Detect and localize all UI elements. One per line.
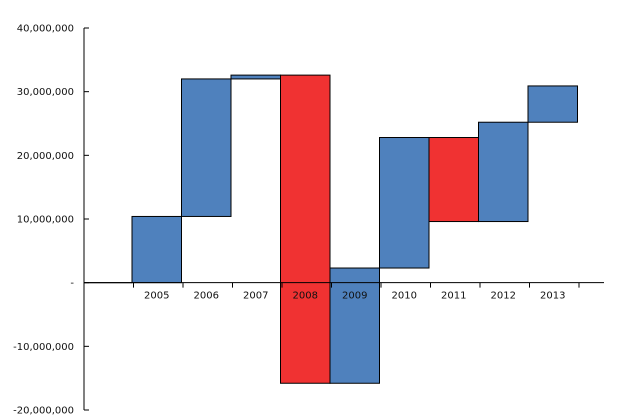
x-tick-label-2005: 2005 [144, 291, 169, 302]
x-tick-label-2009: 2009 [342, 291, 367, 302]
bar-2009 [329, 267, 380, 384]
axes [83, 27, 604, 411]
y-tick-label: -10,000,000 [13, 342, 74, 353]
bar-2012 [478, 121, 529, 223]
bar-2006 [181, 78, 232, 217]
bars [131, 74, 578, 384]
bar-2007 [230, 74, 281, 80]
bar-2005 [131, 215, 182, 284]
bar-2011 [428, 137, 479, 223]
bar-2013 [527, 85, 578, 123]
bar-2010 [379, 137, 430, 269]
x-tick-label-2011: 2011 [441, 291, 466, 302]
x-tick-label-2013: 2013 [540, 291, 565, 302]
y-tick-label: -20,000,000 [13, 406, 74, 417]
x-tick-label-2008: 2008 [293, 291, 318, 302]
y-tick-label: 40,000,000 [17, 24, 74, 35]
x-tick-label-2007: 2007 [243, 291, 268, 302]
y-tick-label: - [70, 278, 74, 289]
x-tick-label-2006: 2006 [194, 291, 219, 302]
bar-2008 [280, 74, 331, 384]
y-tick-label: 20,000,000 [17, 151, 74, 162]
x-tick-label-2010: 2010 [392, 291, 417, 302]
y-tick-label: 10,000,000 [17, 215, 74, 226]
x-tick-label-2012: 2012 [491, 291, 516, 302]
tick-labels: -20,000,000-10,000,000-10,000,00020,000,… [13, 24, 565, 417]
y-tick-label: 30,000,000 [17, 87, 74, 98]
